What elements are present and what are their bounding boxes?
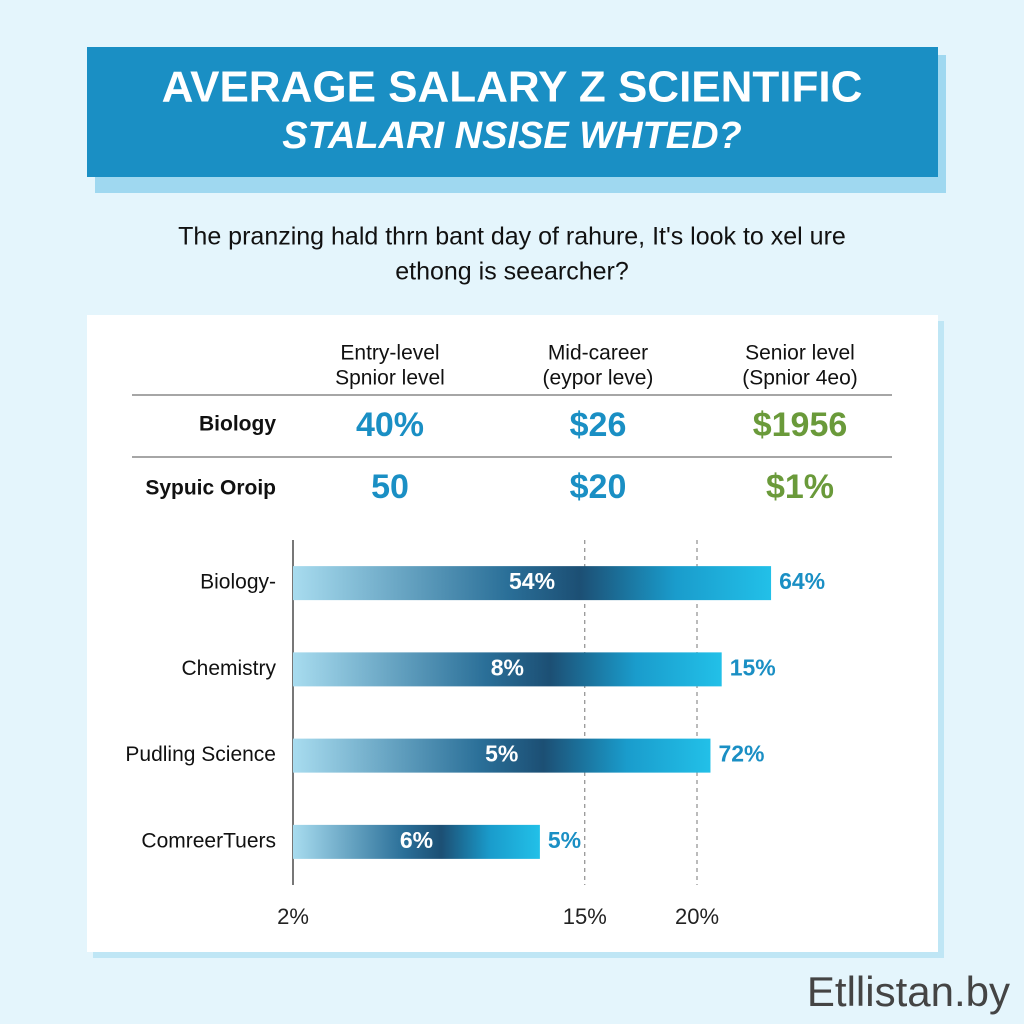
category-label: Biology- xyxy=(200,571,276,594)
table-cell: $26 xyxy=(570,406,627,444)
bar-inner-label: 54% xyxy=(509,568,555,594)
column-header: Senior level xyxy=(745,342,855,365)
bar-end-label: 64% xyxy=(779,568,825,594)
x-tick-label: 2% xyxy=(277,904,309,929)
bar xyxy=(293,738,711,773)
intro-line: ethong is seearcher? xyxy=(395,258,628,286)
bar-end-label: 15% xyxy=(730,654,776,680)
bar xyxy=(293,824,540,859)
bar-inner-label: 8% xyxy=(491,654,524,680)
x-tick-label: 20% xyxy=(675,904,719,929)
intro-line: The pranzing hald thrn bant day of rahur… xyxy=(178,223,846,251)
table-cell: $1% xyxy=(766,468,834,506)
row-label: Sypuic Oroip xyxy=(145,477,276,500)
bar-inner-label: 5% xyxy=(485,741,518,767)
column-header: Mid-career xyxy=(548,342,648,365)
bar xyxy=(293,566,772,601)
subtitle: STALARI NSISE WHTED? xyxy=(282,115,742,157)
category-label: Pudling Science xyxy=(125,743,276,766)
column-header: Entry-level xyxy=(340,342,439,365)
bar xyxy=(293,652,722,687)
column-header: (eypor leve) xyxy=(543,367,654,390)
table-cell: $1956 xyxy=(753,406,848,444)
title: AVERAGE SALARY Z SCIENTIFIC xyxy=(162,63,863,112)
banner xyxy=(87,47,938,177)
table-cell: 40% xyxy=(356,406,424,444)
row-label: Biology xyxy=(199,413,276,436)
bar-chart: 2% 15% 20% Biology- 54% 64% Chemistry 8% 15% Pudl… xyxy=(125,540,825,929)
column-header: Spnior level xyxy=(335,367,445,390)
bar-end-label: 72% xyxy=(718,741,764,767)
table-cell: 50 xyxy=(371,468,409,506)
x-tick-label: 15% xyxy=(563,904,607,929)
watermark: Etllistan.by xyxy=(807,968,1010,1015)
table-cell: $20 xyxy=(570,468,627,506)
category-label: ComreerTuers xyxy=(141,829,276,852)
column-header: (Spnior 4eo) xyxy=(742,367,858,390)
bar-end-label: 5% xyxy=(548,827,581,853)
bar-inner-label: 6% xyxy=(400,827,433,853)
category-label: Chemistry xyxy=(181,657,276,680)
